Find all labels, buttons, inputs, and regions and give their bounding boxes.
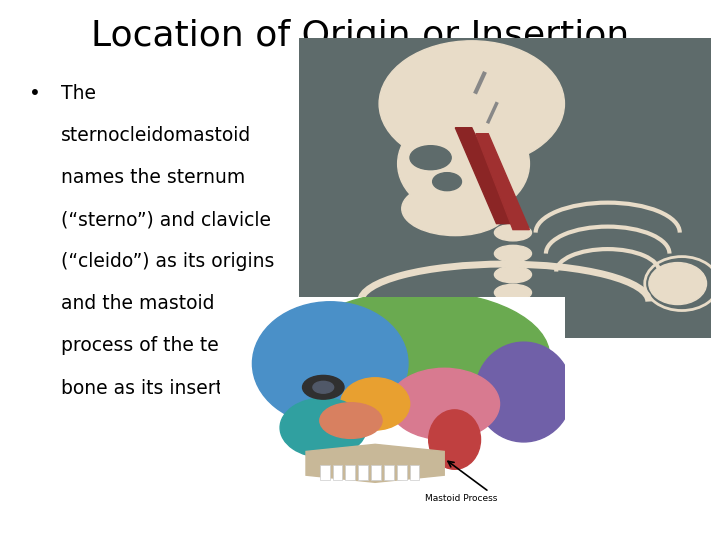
Ellipse shape bbox=[379, 41, 564, 167]
Text: The: The bbox=[61, 84, 96, 103]
Text: and the mastoid: and the mastoid bbox=[61, 294, 215, 313]
Bar bbox=[333, 464, 342, 480]
Ellipse shape bbox=[389, 368, 500, 440]
Ellipse shape bbox=[320, 403, 382, 438]
Ellipse shape bbox=[290, 291, 549, 422]
Text: Temporal Bone: Temporal Bone bbox=[300, 328, 373, 339]
Ellipse shape bbox=[495, 266, 531, 283]
Ellipse shape bbox=[341, 378, 410, 430]
Ellipse shape bbox=[253, 302, 408, 426]
Text: Location of Origin or Insertion: Location of Origin or Insertion bbox=[91, 19, 629, 53]
Bar bbox=[397, 464, 407, 480]
Bar bbox=[346, 464, 355, 480]
Bar bbox=[359, 464, 368, 480]
Ellipse shape bbox=[495, 245, 531, 262]
Text: (“cleido”) as its origins: (“cleido”) as its origins bbox=[61, 252, 274, 271]
Ellipse shape bbox=[397, 111, 529, 216]
Text: sternocleidomastoid: sternocleidomastoid bbox=[61, 126, 251, 145]
Text: bone as its insertion.: bone as its insertion. bbox=[61, 379, 258, 397]
Ellipse shape bbox=[280, 398, 366, 457]
Polygon shape bbox=[476, 134, 529, 230]
Text: •: • bbox=[29, 84, 40, 103]
Text: process of the temporal: process of the temporal bbox=[61, 336, 285, 355]
Ellipse shape bbox=[495, 224, 531, 241]
Bar bbox=[320, 464, 330, 480]
Bar bbox=[384, 464, 394, 480]
Ellipse shape bbox=[410, 146, 451, 170]
Ellipse shape bbox=[313, 381, 333, 393]
Bar bbox=[410, 464, 419, 480]
Ellipse shape bbox=[495, 284, 531, 301]
Ellipse shape bbox=[495, 302, 531, 319]
Polygon shape bbox=[455, 127, 517, 224]
Ellipse shape bbox=[302, 375, 344, 399]
Polygon shape bbox=[306, 444, 444, 482]
Ellipse shape bbox=[428, 410, 480, 469]
Ellipse shape bbox=[402, 181, 509, 235]
Text: names the sternum: names the sternum bbox=[61, 168, 246, 187]
Ellipse shape bbox=[649, 262, 706, 305]
Text: Mastoid Process: Mastoid Process bbox=[426, 494, 498, 503]
Bar bbox=[372, 464, 381, 480]
Text: (“sterno”) and clavicle: (“sterno”) and clavicle bbox=[61, 210, 271, 229]
Ellipse shape bbox=[475, 342, 572, 442]
Ellipse shape bbox=[433, 173, 462, 191]
